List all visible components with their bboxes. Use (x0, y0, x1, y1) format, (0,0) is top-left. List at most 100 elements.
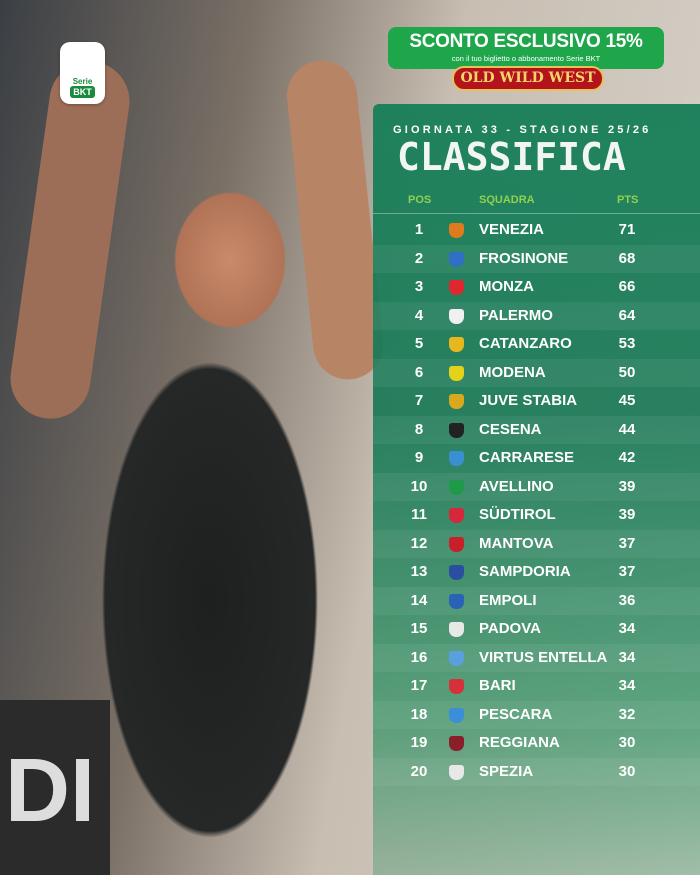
points: 71 (618, 221, 636, 238)
team-crest-icon (449, 707, 464, 723)
table-row: 20 SPEZIA 30 (373, 757, 700, 786)
position: 7 (414, 392, 424, 409)
position: 2 (414, 249, 424, 267)
position: 10 (410, 477, 428, 495)
team-name: CATANZARO (479, 335, 572, 352)
column-header-pts: PTS (617, 194, 639, 206)
position: 18 (410, 705, 428, 723)
stadium-board: DI (0, 700, 110, 875)
team-crest-icon (449, 337, 464, 352)
points: 68 (618, 249, 636, 267)
table-row: 16 VIRTUS ENTELLA 34 (373, 643, 700, 672)
points: 53 (618, 335, 636, 352)
promo-headline: SCONTO ESCLUSIVO 15% (409, 31, 643, 52)
team-name: FROSINONE (479, 249, 569, 267)
position: 12 (410, 534, 428, 552)
position: 20 (410, 762, 428, 780)
page-title: CLASSIFICA (397, 135, 626, 179)
position: 5 (414, 335, 424, 352)
table-row: 9 CARRARESE 42 (373, 444, 700, 473)
team-crest-icon (449, 565, 464, 580)
promo-banner[interactable]: SCONTO ESCLUSIVO 15% con il tuo bigliett… (388, 27, 664, 69)
table-row: 6 MODENA 50 (373, 358, 700, 387)
team-name: SPEZIA (479, 762, 534, 780)
team-name: PESCARA (479, 705, 553, 723)
position: 16 (410, 648, 428, 666)
board-text: DI (5, 741, 95, 841)
position: 4 (414, 306, 424, 324)
team-crest-icon (449, 536, 464, 552)
team-name: REGGIANA (479, 734, 560, 751)
position: 11 (411, 506, 427, 523)
team-crest-icon (449, 223, 464, 238)
points: 34 (618, 620, 636, 637)
table-row: 18 PESCARA 32 (373, 700, 700, 729)
logo-text: BKT (70, 86, 95, 98)
points: 30 (618, 762, 636, 780)
team-name: BARI (479, 677, 516, 694)
standings-panel (373, 104, 700, 875)
points: 44 (618, 420, 636, 438)
team-crest-icon (449, 394, 464, 409)
team-crest-icon (449, 508, 464, 523)
table-row: 2 FROSINONE 68 (373, 244, 700, 273)
team-crest-icon (449, 451, 464, 466)
team-name: MANTOVA (479, 534, 554, 552)
team-crest-icon (449, 422, 464, 438)
points: 66 (618, 278, 636, 295)
round-season-label: GIORNATA 33 - STAGIONE 25/26 (393, 124, 652, 136)
team-name: CARRARESE (479, 449, 575, 466)
team-name: VIRTUS ENTELLA (479, 648, 608, 666)
team-name: MONZA (479, 278, 534, 295)
table-row: 1 VENEZIA 71 (373, 216, 700, 245)
position: 8 (414, 420, 424, 438)
table-row: 3 MONZA 66 (373, 273, 700, 302)
team-crest-icon (449, 764, 464, 780)
points: 39 (618, 477, 636, 495)
team-name: MODENA (479, 363, 546, 381)
team-name: JUVE STABIA (479, 392, 578, 409)
table-row: 12 MANTOVA 37 (373, 529, 700, 558)
table-row: 4 PALERMO 64 (373, 301, 700, 330)
points: 42 (618, 449, 636, 466)
table-row: 7 JUVE STABIA 45 (373, 387, 700, 416)
team-name: CESENA (479, 420, 542, 438)
position: 17 (410, 677, 428, 694)
position: 15 (410, 620, 428, 637)
serie-bkt-logo: Serie BKT (60, 42, 105, 104)
team-crest-icon (449, 622, 464, 637)
column-header-team: SQUADRA (479, 194, 535, 206)
logo-text: Serie (72, 77, 93, 86)
table-row: 13 SAMPDORIA 37 (373, 558, 700, 587)
team-crest-icon (449, 479, 464, 495)
team-crest-icon (449, 280, 464, 295)
team-crest-icon (449, 650, 464, 666)
team-crest-icon (449, 679, 464, 694)
points: 37 (618, 534, 636, 552)
points: 50 (618, 363, 636, 381)
team-name: PADOVA (479, 620, 541, 637)
team-name: AVELLINO (479, 477, 554, 495)
position: 1 (414, 221, 424, 238)
team-crest-icon (449, 736, 464, 751)
points: 36 (618, 591, 636, 609)
header-divider (373, 213, 700, 214)
team-name: SAMPDORIA (479, 563, 571, 580)
team-crest-icon (449, 251, 464, 267)
table-row: 8 CESENA 44 (373, 415, 700, 444)
table-row: 15 PADOVA 34 (373, 615, 700, 644)
position: 9 (414, 449, 424, 466)
points: 64 (618, 306, 636, 324)
points: 34 (618, 677, 636, 694)
position: 19 (410, 734, 428, 751)
table-row: 5 CATANZARO 53 (373, 330, 700, 359)
points: 45 (618, 392, 636, 409)
position: 14 (410, 591, 428, 609)
table-row: 10 AVELLINO 39 (373, 472, 700, 501)
table-row: 17 BARI 34 (373, 672, 700, 701)
team-crest-icon (449, 593, 464, 609)
points: 34 (618, 648, 636, 666)
team-name: SÜDTIROL (479, 506, 556, 523)
position: 13 (410, 563, 428, 580)
column-header-pos: POS (408, 194, 432, 206)
